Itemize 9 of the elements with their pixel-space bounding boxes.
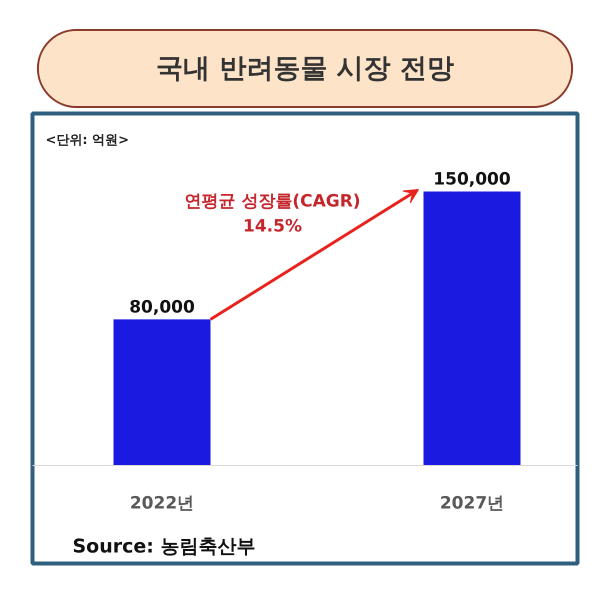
data-label: 80,000	[129, 297, 195, 318]
source-note: Source: 농림축산부	[72, 536, 256, 558]
annotation: 14.5%	[243, 216, 302, 236]
annotation: 연평균 성장률(CAGR)	[184, 192, 361, 212]
text: <단위: 억원>	[46, 133, 130, 148]
chart-title: 국내 반려동물 시장 전망	[156, 53, 454, 84]
x-tick-label: 2022년	[130, 494, 194, 514]
x-tick-label: 2027년	[440, 494, 504, 514]
data-label: 150,000	[433, 170, 511, 190]
